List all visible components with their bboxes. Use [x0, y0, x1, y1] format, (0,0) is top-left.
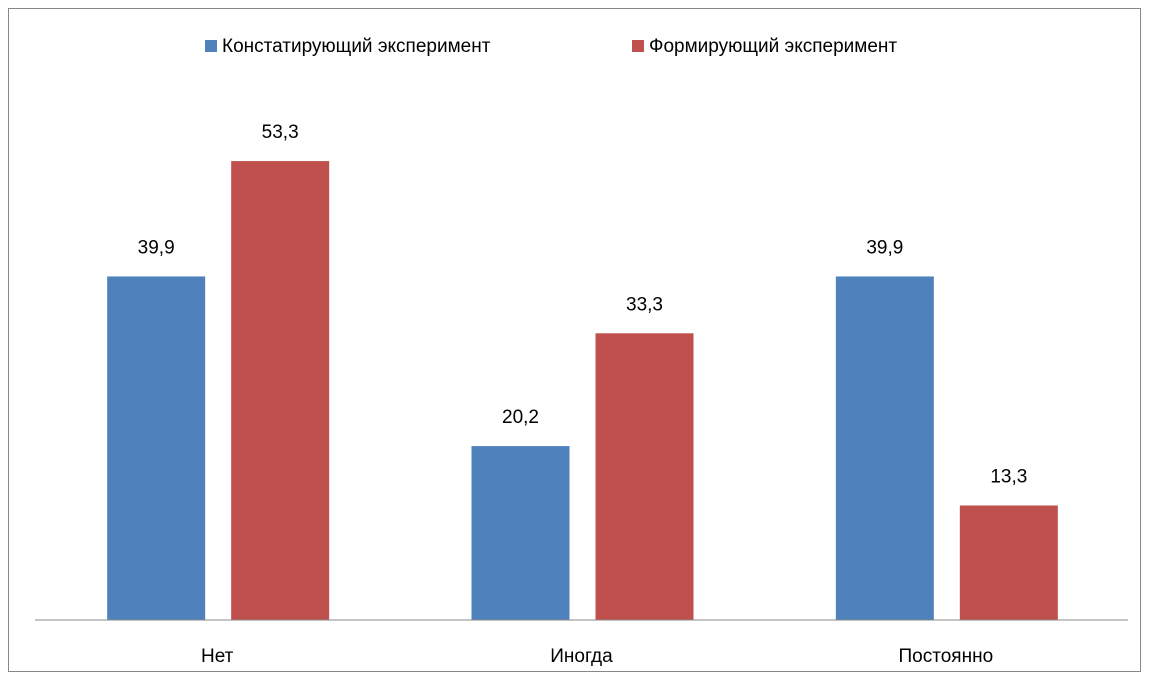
legend-label: Констатирующий эксперимент	[222, 36, 491, 57]
x-tick-label: Иногда	[550, 646, 613, 667]
data-label: 20,2	[502, 407, 539, 428]
x-tick-label: Постоянно	[899, 646, 994, 667]
x-tick-label: Нет	[201, 646, 234, 667]
data-label: 53,3	[262, 122, 299, 143]
bar	[107, 276, 206, 620]
legend-swatch	[632, 40, 644, 52]
bar	[959, 505, 1058, 620]
data-label: 33,3	[626, 294, 663, 315]
bar	[231, 161, 330, 620]
bar	[595, 333, 694, 620]
legend-label: Формирующий эксперимент	[649, 36, 897, 57]
bar	[471, 446, 570, 620]
legend-swatch	[205, 40, 217, 52]
bar	[835, 276, 934, 620]
data-label: 13,3	[990, 467, 1027, 488]
data-label: 39,9	[866, 237, 903, 258]
data-label: 39,9	[138, 237, 175, 258]
